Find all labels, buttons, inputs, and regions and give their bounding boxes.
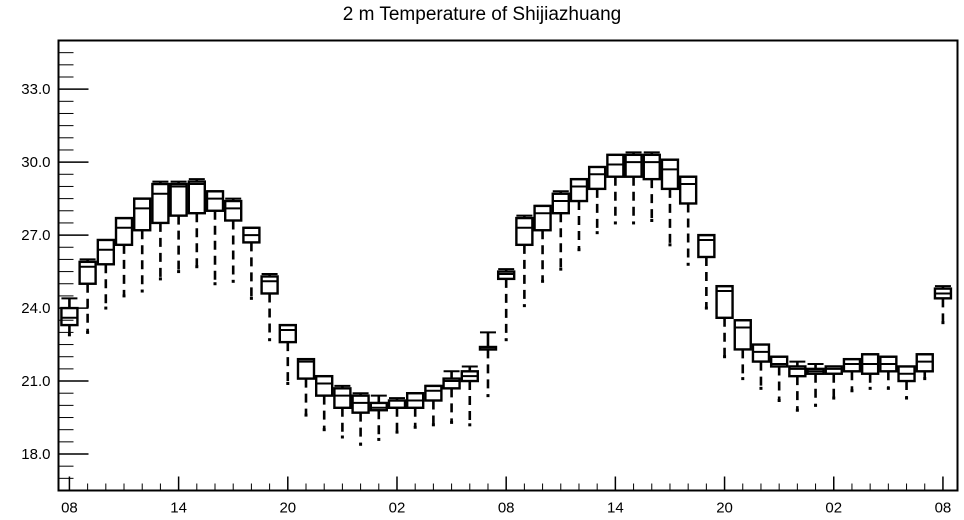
box-body: [224, 199, 243, 222]
box-body: [387, 399, 407, 409]
y-tick-label: 27.0: [21, 227, 50, 244]
box-body: [151, 182, 170, 225]
box-body: [333, 387, 352, 409]
x-tick-label: 14: [607, 500, 624, 517]
y-tick-label: 30.0: [21, 154, 50, 171]
box-body: [351, 394, 370, 414]
box-body: [424, 384, 443, 402]
x-tick-label: 02: [389, 500, 406, 517]
box-body: [260, 275, 279, 295]
box-body: [733, 319, 752, 351]
box-body: [697, 233, 716, 259]
box-body: [551, 192, 570, 215]
box-body: [660, 158, 680, 191]
box-body: [369, 401, 388, 412]
box-body: [133, 197, 152, 232]
box-body: [606, 153, 625, 178]
x-tick-label: 20: [716, 500, 733, 517]
box-marks: [60, 151, 953, 446]
box-body: [824, 365, 843, 375]
box-body: [78, 260, 97, 285]
x-tick-label: 14: [170, 500, 187, 517]
box-body: [515, 216, 534, 247]
y-tick-label: 33.0: [21, 81, 50, 98]
box-body: [96, 238, 116, 266]
box-body: [278, 323, 297, 344]
plot-frame: [57, 39, 959, 492]
axes: 18.0 21.0 24.0 27.0 30.0 33.0 08 14 20 02 08 14 20 02…: [21, 52, 952, 517]
box-body: [788, 365, 807, 378]
box-body: [442, 377, 461, 390]
x-tick-label: 20: [279, 500, 296, 517]
box-body: [314, 374, 334, 397]
box-body: [114, 216, 134, 247]
box-body: [569, 177, 589, 203]
box-body: [678, 175, 698, 205]
box-body: [533, 204, 552, 232]
box-body: [642, 153, 661, 181]
box-body: [751, 343, 771, 363]
box-body: [496, 270, 516, 281]
box-body: [624, 153, 643, 178]
box-body: [842, 357, 862, 373]
y-tick-label: 21.0: [21, 373, 50, 390]
box-body: [587, 165, 607, 191]
box-body: [915, 353, 934, 373]
box-body: [60, 306, 79, 327]
chart-title: 2 m Temperature of Shijiazhuang: [342, 4, 622, 25]
x-tick-label: 08: [498, 500, 515, 517]
box-body: [187, 180, 207, 215]
y-tick-label: 24.0: [21, 300, 50, 317]
x-tick-label: 08: [61, 500, 78, 517]
box-body: [169, 182, 188, 217]
x-tick-label: 02: [825, 500, 842, 517]
y-tick-label: 18.0: [21, 446, 50, 463]
box-body: [205, 190, 225, 212]
x-tick-label: 08: [935, 500, 952, 517]
